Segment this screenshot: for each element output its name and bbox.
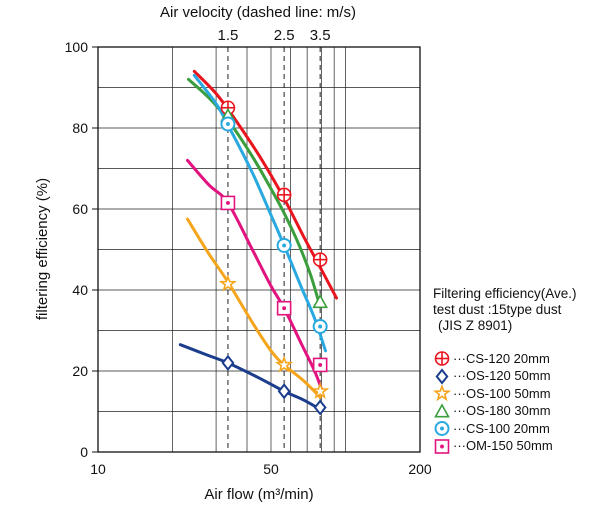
legend-items: ···CS-120 20mm ···OS-120 50mm ···OS-100 50… bbox=[433, 350, 577, 455]
top-tick-label: 1.5 bbox=[218, 27, 239, 44]
legend-label: ···OS-120 50mm bbox=[453, 368, 551, 384]
diamond-marker bbox=[221, 354, 235, 372]
legend-title: Filtering efficiency(Ave.) test dust :15… bbox=[433, 286, 577, 334]
legend-label: ···OS-180 30mm bbox=[453, 403, 551, 419]
x-tick-label: 10 bbox=[90, 461, 106, 477]
star-marker bbox=[311, 381, 330, 399]
series-line bbox=[187, 77, 321, 304]
square-dot-marker bbox=[276, 300, 292, 316]
legend-symbol bbox=[434, 403, 450, 418]
legend-item: ···CS-120 20mm bbox=[433, 350, 577, 368]
legend-symbol bbox=[434, 351, 450, 367]
x-axis-title: Air flow (m³/min) bbox=[204, 486, 313, 503]
star-marker bbox=[218, 274, 237, 292]
circle-cross-marker bbox=[276, 187, 292, 203]
x-tick-label: 50 bbox=[263, 461, 279, 477]
legend-item: ···CS-100 20mm bbox=[433, 420, 577, 438]
axis-ticks: 1.5 2.5 3.5 0 20 40 60 80 100 10 50 200 bbox=[65, 27, 432, 477]
legend-label: ···OS-100 50mm bbox=[453, 385, 551, 401]
circle-dot-marker bbox=[220, 116, 236, 132]
circle-dot-marker bbox=[276, 237, 292, 253]
star-marker bbox=[275, 355, 294, 373]
triangle-marker bbox=[312, 294, 329, 309]
square-dot-marker bbox=[220, 195, 236, 211]
diamond-marker bbox=[313, 399, 327, 416]
y-tick-label: 20 bbox=[72, 363, 88, 379]
legend-item: ···OS-100 50mm bbox=[433, 385, 577, 403]
legend-symbol bbox=[434, 421, 450, 437]
circle-dot-marker bbox=[312, 318, 328, 334]
legend-item: ···OS-180 30mm bbox=[433, 403, 577, 421]
series-line bbox=[186, 217, 322, 399]
series-line bbox=[186, 158, 323, 391]
legend-title-line-2: test dust :15type dust bbox=[433, 302, 562, 317]
legend-title-line-1: Filtering efficiency(Ave.) bbox=[433, 286, 577, 301]
legend-symbol bbox=[435, 368, 449, 385]
y-tick-label: 60 bbox=[72, 201, 88, 217]
legend-label: ···CS-120 20mm bbox=[453, 350, 550, 366]
y-tick-label: 100 bbox=[65, 39, 89, 55]
diamond-marker bbox=[435, 368, 449, 385]
grid bbox=[98, 47, 420, 452]
star-marker bbox=[433, 385, 451, 402]
series-line bbox=[192, 73, 327, 353]
top-tick-label: 2.5 bbox=[274, 27, 295, 44]
top-axis-title: Air velocity (dashed line: m/s) bbox=[160, 4, 356, 21]
legend-label: ···OM-150 50mm bbox=[453, 438, 553, 454]
circle-cross-marker bbox=[434, 351, 450, 367]
y-tick-label: 40 bbox=[72, 282, 88, 298]
legend-item: ···OM-150 50mm bbox=[433, 438, 577, 456]
x-tick-label: 200 bbox=[408, 461, 432, 477]
legend: Filtering efficiency(Ave.) test dust :15… bbox=[433, 286, 577, 455]
circle-dot-marker bbox=[434, 421, 450, 437]
plot-frame bbox=[97, 46, 421, 453]
top-tick-label: 3.5 bbox=[310, 27, 331, 44]
square-dot-marker bbox=[312, 357, 328, 373]
square-dot-marker bbox=[434, 438, 450, 454]
legend-symbol bbox=[433, 385, 451, 402]
series-line bbox=[192, 69, 338, 300]
y-tick-label: 80 bbox=[72, 120, 88, 136]
legend-title-line-3: (JIS Z 8901) bbox=[438, 318, 513, 333]
series-line bbox=[178, 343, 322, 411]
series-layer bbox=[178, 69, 338, 411]
marker-layer bbox=[218, 100, 330, 416]
y-tick-label: 0 bbox=[80, 444, 88, 460]
legend-label: ···CS-100 20mm bbox=[453, 420, 550, 436]
y-axis-title: filtering efficiency (%) bbox=[34, 178, 51, 320]
legend-symbol bbox=[434, 438, 450, 454]
triangle-marker bbox=[434, 403, 450, 418]
circle-cross-marker bbox=[312, 252, 328, 267]
legend-item: ···OS-120 50mm bbox=[433, 368, 577, 386]
diamond-marker bbox=[277, 383, 291, 400]
